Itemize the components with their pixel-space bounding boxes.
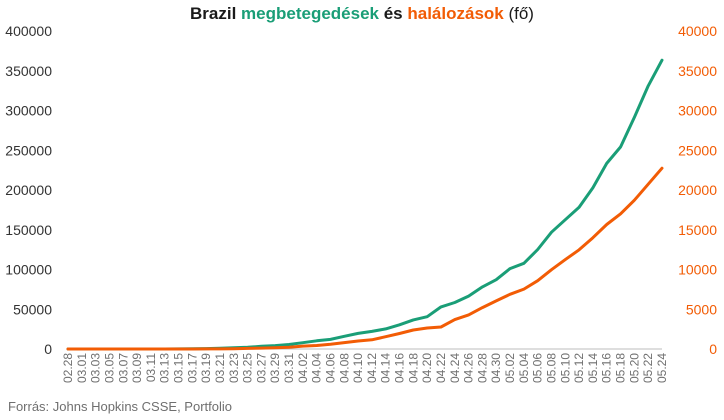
x-tick-label: 05.16 bbox=[600, 353, 614, 383]
left-y-tick-label: 0 bbox=[44, 341, 52, 357]
x-tick-label: 03.29 bbox=[268, 353, 282, 383]
x-tick-label: 05.22 bbox=[641, 353, 655, 383]
x-tick-label: 05.06 bbox=[531, 353, 545, 383]
source-note: Forrás: Johns Hopkins CSSE, Portfolio bbox=[8, 399, 232, 414]
right-y-tick-label: 10000 bbox=[678, 262, 717, 278]
left-y-tick-label: 300000 bbox=[5, 103, 52, 119]
x-tick-label: 04.22 bbox=[434, 353, 448, 383]
x-tick-label: 04.28 bbox=[475, 353, 489, 383]
x-tick-label: 05.08 bbox=[544, 353, 558, 383]
right-y-tick-label: 40000 bbox=[678, 23, 717, 39]
x-tick-label: 03.09 bbox=[130, 353, 144, 383]
right-y-tick-label: 20000 bbox=[678, 182, 717, 198]
right-y-tick-label: 30000 bbox=[678, 103, 717, 119]
x-tick-label: 04.16 bbox=[393, 353, 407, 383]
right-y-axis: 0 5000 10000 15000 20000 25000 30000 35000 40000 bbox=[678, 23, 717, 357]
x-tick-label: 05.18 bbox=[614, 353, 628, 383]
x-tick-label: 02.28 bbox=[61, 353, 75, 383]
x-tick-label: 04.24 bbox=[448, 353, 462, 383]
x-tick-label: 05.12 bbox=[572, 353, 586, 383]
x-tick-label: 04.12 bbox=[365, 353, 379, 383]
x-tick-label: 04.26 bbox=[462, 353, 476, 383]
x-tick-label: 03.25 bbox=[241, 353, 255, 383]
x-tick-label: 03.11 bbox=[144, 353, 158, 382]
x-tick-label: 03.31 bbox=[282, 353, 296, 383]
x-tick-label: 04.30 bbox=[489, 353, 503, 383]
title-unit: (fő) bbox=[503, 4, 534, 23]
x-tick-label: 05.10 bbox=[558, 353, 572, 383]
x-tick-label: 05.14 bbox=[586, 353, 600, 383]
x-tick-label: 03.07 bbox=[116, 353, 130, 383]
right-y-tick-label: 25000 bbox=[678, 142, 717, 158]
x-tick-label: 03.17 bbox=[185, 353, 199, 383]
x-tick-label: 03.21 bbox=[213, 353, 227, 383]
x-tick-label: 03.03 bbox=[89, 353, 103, 383]
right-y-tick-label: 15000 bbox=[678, 222, 717, 238]
x-tick-label: 03.27 bbox=[254, 353, 268, 383]
x-tick-label: 05.20 bbox=[627, 353, 641, 383]
x-tick-label: 04.18 bbox=[406, 353, 420, 383]
x-tick-label: 03.05 bbox=[102, 353, 116, 383]
x-tick-label: 03.19 bbox=[199, 353, 213, 383]
left-y-tick-label: 150000 bbox=[5, 222, 52, 238]
left-y-tick-label: 100000 bbox=[5, 262, 52, 278]
x-tick-label: 03.13 bbox=[158, 353, 172, 383]
x-tick-label: 04.08 bbox=[337, 353, 351, 383]
x-tick-label: 04.14 bbox=[379, 353, 393, 383]
title-country: Brazil bbox=[190, 4, 242, 23]
left-y-tick-label: 50000 bbox=[13, 301, 52, 317]
left-y-tick-label: 400000 bbox=[5, 23, 52, 39]
right-y-tick-label: 35000 bbox=[678, 63, 717, 79]
left-y-tick-label: 350000 bbox=[5, 63, 52, 79]
x-tick-label: 04.20 bbox=[420, 353, 434, 383]
title-conjunction: és bbox=[379, 4, 408, 23]
left-y-axis: 0 50000 100000 150000 200000 250000 300000 3500… bbox=[5, 23, 52, 357]
x-tick-label: 03.01 bbox=[75, 353, 89, 383]
title-cases-word: megbetegedések bbox=[241, 4, 379, 23]
left-y-tick-label: 200000 bbox=[5, 182, 52, 198]
x-tick-label: 04.04 bbox=[310, 353, 324, 383]
chart-title: Brazil megbetegedések és halálozások (fő… bbox=[0, 4, 724, 24]
x-tick-label: 05.04 bbox=[517, 353, 531, 383]
x-tick-label: 05.02 bbox=[503, 353, 517, 383]
series-line-cases bbox=[66, 58, 664, 351]
series-group bbox=[66, 58, 664, 351]
left-y-tick-label: 250000 bbox=[5, 142, 52, 158]
x-tick-label: 04.10 bbox=[351, 353, 365, 383]
x-tick-label: 04.02 bbox=[296, 353, 310, 383]
right-y-tick-label: 5000 bbox=[686, 301, 717, 317]
x-tick-label: 03.15 bbox=[172, 353, 186, 383]
x-tick-label: 03.23 bbox=[227, 353, 241, 383]
right-y-tick-label: 0 bbox=[709, 341, 717, 357]
series-line-deaths bbox=[66, 166, 664, 351]
title-deaths-word: halálozások bbox=[407, 4, 504, 23]
x-tick-label: 05.24 bbox=[655, 353, 669, 383]
x-tick-label: 04.06 bbox=[323, 353, 337, 383]
x-axis: 02.28 03.01 03.03 03.05 03.07 03.09 03.11 03.13… bbox=[61, 353, 669, 383]
